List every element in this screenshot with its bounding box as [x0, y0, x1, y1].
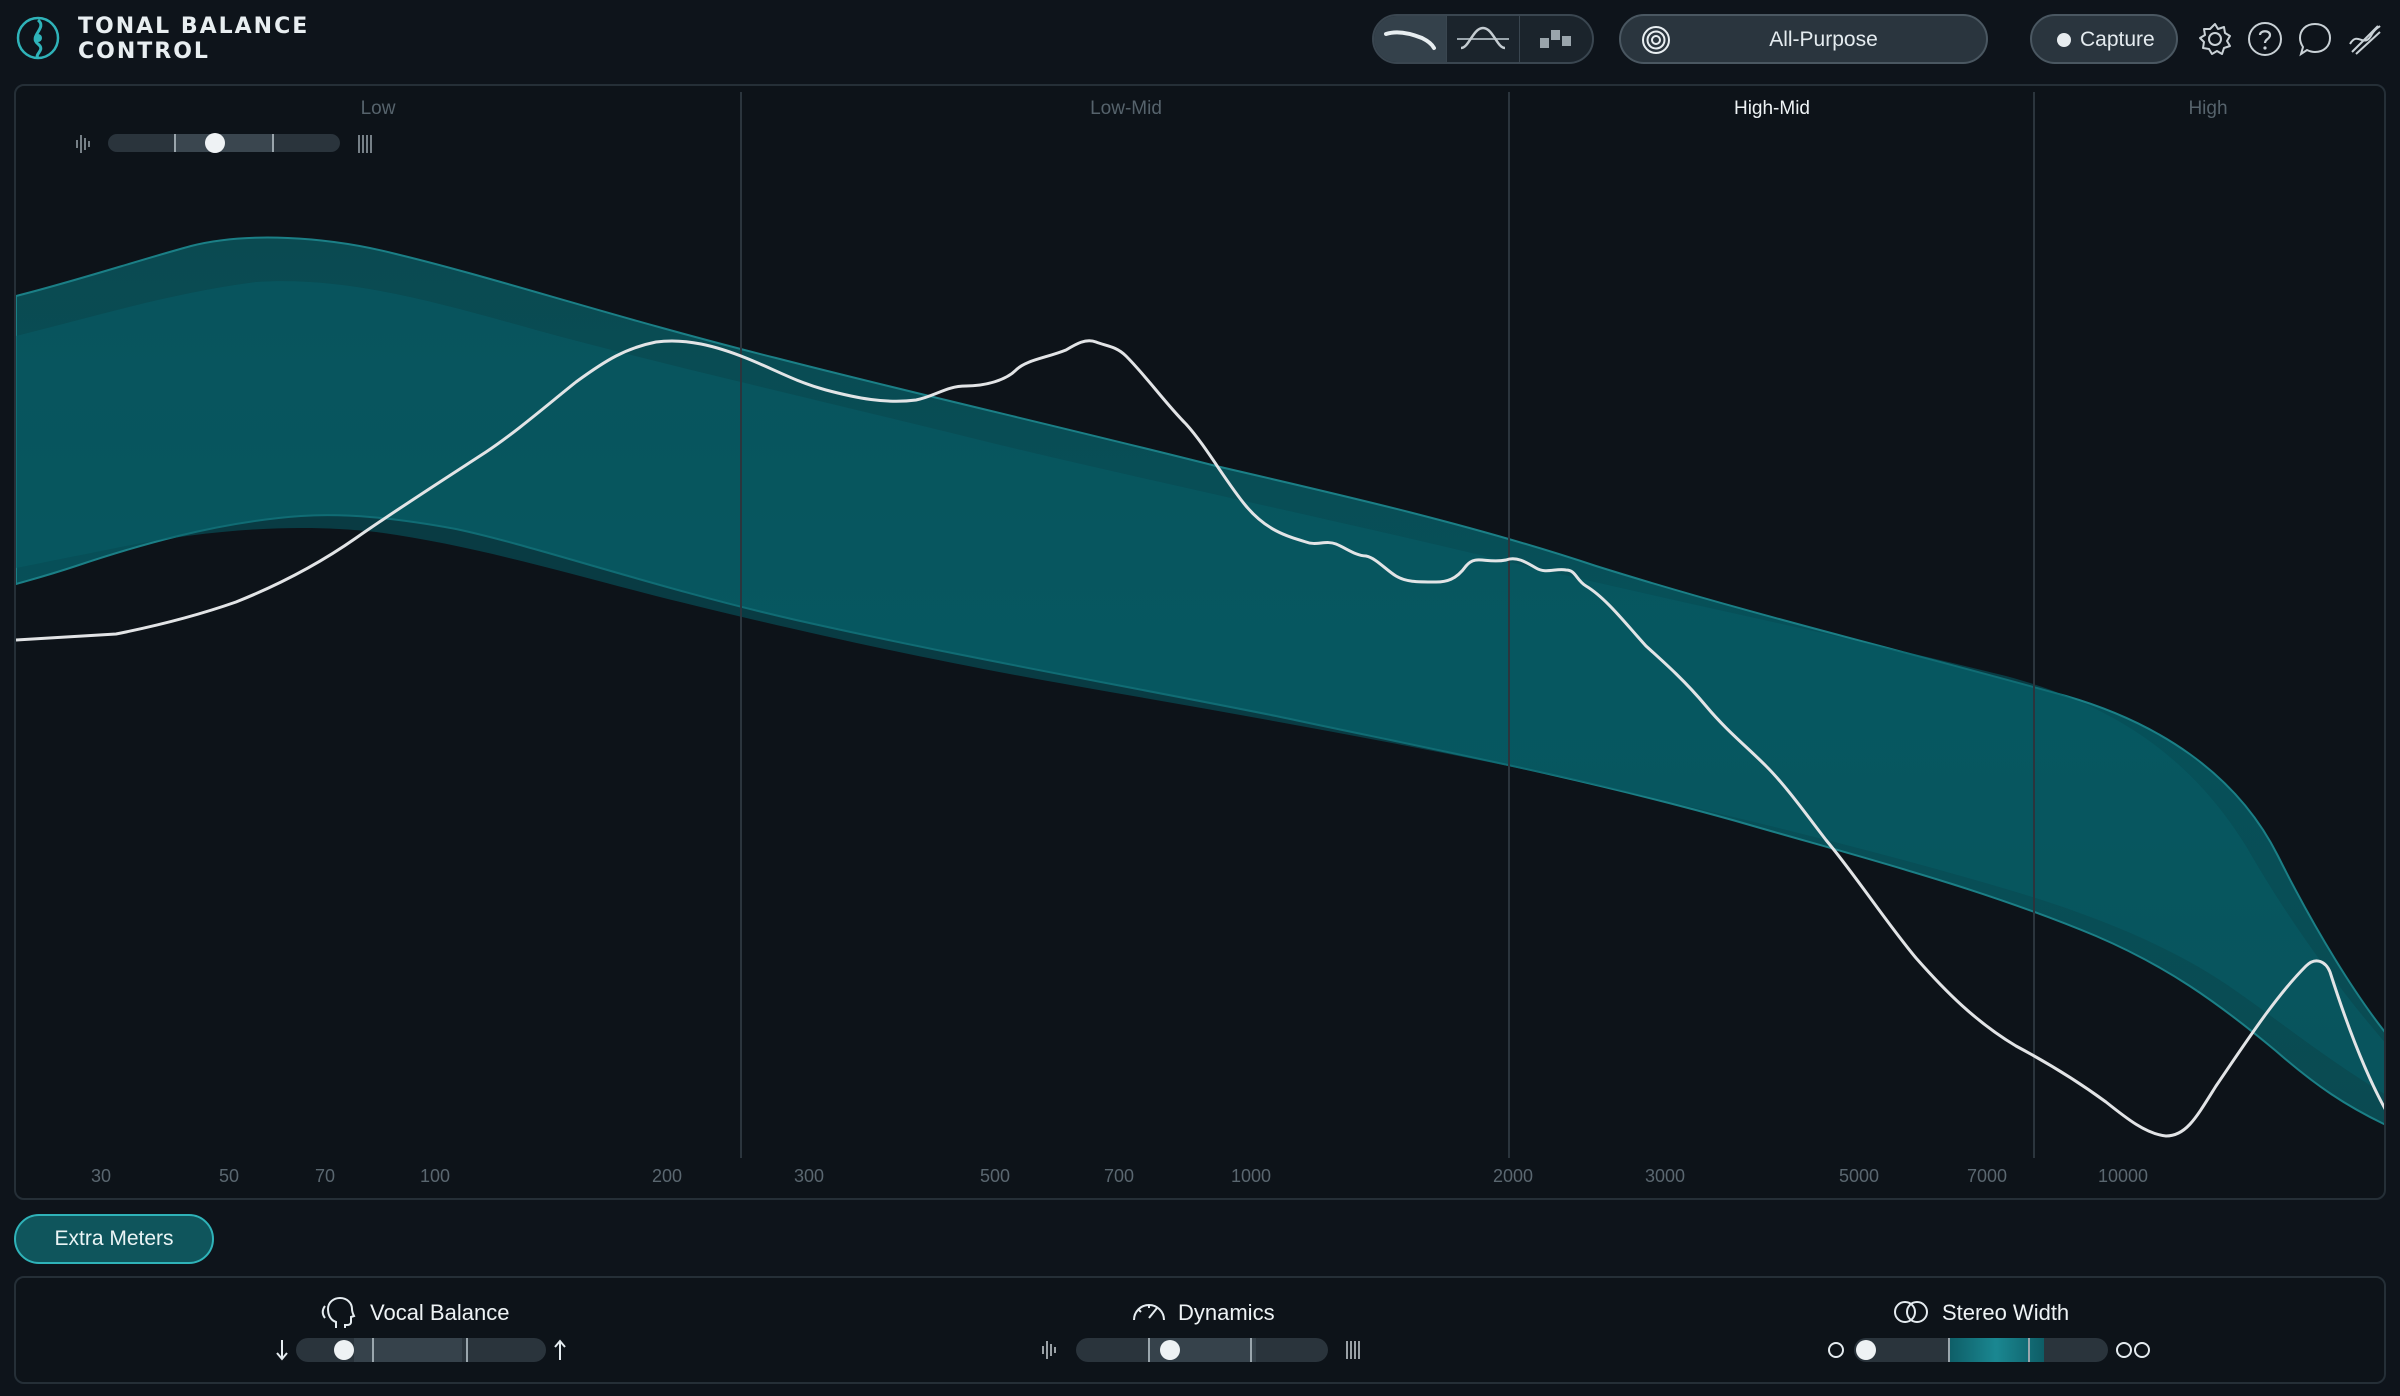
view-mode-toggle [1372, 14, 1594, 64]
freq-tick: 300 [793, 1166, 825, 1186]
waveform-sparse-icon [1346, 1341, 1360, 1359]
bars-view-button[interactable] [1520, 16, 1592, 62]
band-label-high-mid: High-Mid [1733, 98, 1811, 119]
routing-icon[interactable] [2346, 20, 2384, 58]
vocal-balance-indicator [334, 1340, 354, 1360]
band-divider [2033, 92, 2035, 1158]
freq-tick: 500 [979, 1166, 1011, 1186]
band-divider [740, 92, 742, 1158]
waveform-dense-icon [76, 135, 90, 153]
bars-icon [1540, 30, 1571, 48]
broad-view-button[interactable] [1374, 16, 1447, 62]
range-marker [372, 1338, 374, 1362]
mono-circle-icon [1828, 1342, 1844, 1358]
spectrum-curve [16, 339, 2384, 1138]
target-icon [1642, 26, 1670, 54]
freq-tick: 70 [314, 1166, 336, 1186]
freq-tick: 5000 [1838, 1166, 1880, 1186]
header: TONAL BALANCE CONTROL All-Pu [0, 0, 2400, 80]
freq-tick: 50 [218, 1166, 240, 1186]
freq-tick: 30 [90, 1166, 112, 1186]
band-label-high: High [2188, 98, 2228, 119]
waveform-dense-icon [1042, 1341, 1056, 1359]
dynamics-title: Dynamics [1178, 1300, 1275, 1325]
target-core-band [16, 281, 2384, 1094]
spectrum-plot [16, 236, 2384, 1126]
help-icon[interactable] [2246, 20, 2284, 58]
range-marker [466, 1338, 468, 1362]
arrow-up-icon [554, 1339, 566, 1360]
freq-tick: 200 [651, 1166, 683, 1186]
chat-icon[interactable] [2296, 20, 2334, 58]
gauge-icon [1133, 1304, 1165, 1321]
range-marker [1250, 1338, 1252, 1362]
freq-tick: 3000 [1644, 1166, 1686, 1186]
broad-curve-icon [1384, 30, 1436, 50]
extra-meters-button[interactable]: Extra Meters [14, 1214, 214, 1264]
band-label-low: Low [360, 98, 396, 119]
capture-label: Capture [2080, 28, 2155, 51]
wide-circles-icon [2116, 1342, 2150, 1358]
freq-tick: 7000 [1966, 1166, 2008, 1186]
band-label-low-mid: Low-Mid [1090, 98, 1162, 119]
dynamics-indicator [1160, 1340, 1180, 1360]
app-title: TONAL BALANCE CONTROL [78, 14, 310, 64]
fine-curve-icon [1457, 26, 1509, 50]
target-selector[interactable]: All-Purpose [1619, 14, 1988, 64]
capture-button[interactable]: Capture [2030, 14, 2178, 64]
zoom-slider-knob[interactable] [205, 133, 225, 153]
waveform-sparse-icon [358, 135, 372, 153]
freq-tick: 10000 [2097, 1166, 2149, 1186]
freq-tick: 2000 [1492, 1166, 1534, 1186]
zoom-slider[interactable] [108, 133, 340, 153]
freq-tick: 1000 [1230, 1166, 1272, 1186]
spectrum-panel: Low Low-Mid High-Mid High 30 50 70 100 2… [14, 84, 2386, 1200]
fine-view-button[interactable] [1447, 16, 1520, 62]
freq-tick: 700 [1103, 1166, 1135, 1186]
arrow-down-icon [276, 1340, 288, 1361]
stereo-width-indicator [1856, 1340, 1876, 1360]
spectrum-curve-layer [16, 339, 2384, 1138]
stereo-circles-icon [1894, 1301, 1928, 1323]
gear-icon[interactable] [2196, 20, 2234, 58]
range-marker [2028, 1338, 2030, 1362]
dynamics-meter [1076, 1338, 1328, 1362]
meters-panel: Vocal Balance Dynamics [14, 1276, 2386, 1384]
target-label: All-Purpose [1769, 28, 1878, 51]
freq-tick: 100 [419, 1166, 451, 1186]
tonal-balance-logo [16, 16, 60, 60]
band-divider [1508, 92, 1510, 1158]
range-marker [1148, 1338, 1150, 1362]
zoom-control [74, 132, 372, 161]
vocal-balance-title: Vocal Balance [370, 1300, 510, 1325]
range-marker [1948, 1338, 1950, 1362]
record-dot-icon [2057, 33, 2071, 47]
vocal-head-icon [321, 1296, 356, 1328]
stereo-width-title: Stereo Width [1942, 1300, 2070, 1325]
stereo-width-meter [1854, 1338, 2108, 1362]
